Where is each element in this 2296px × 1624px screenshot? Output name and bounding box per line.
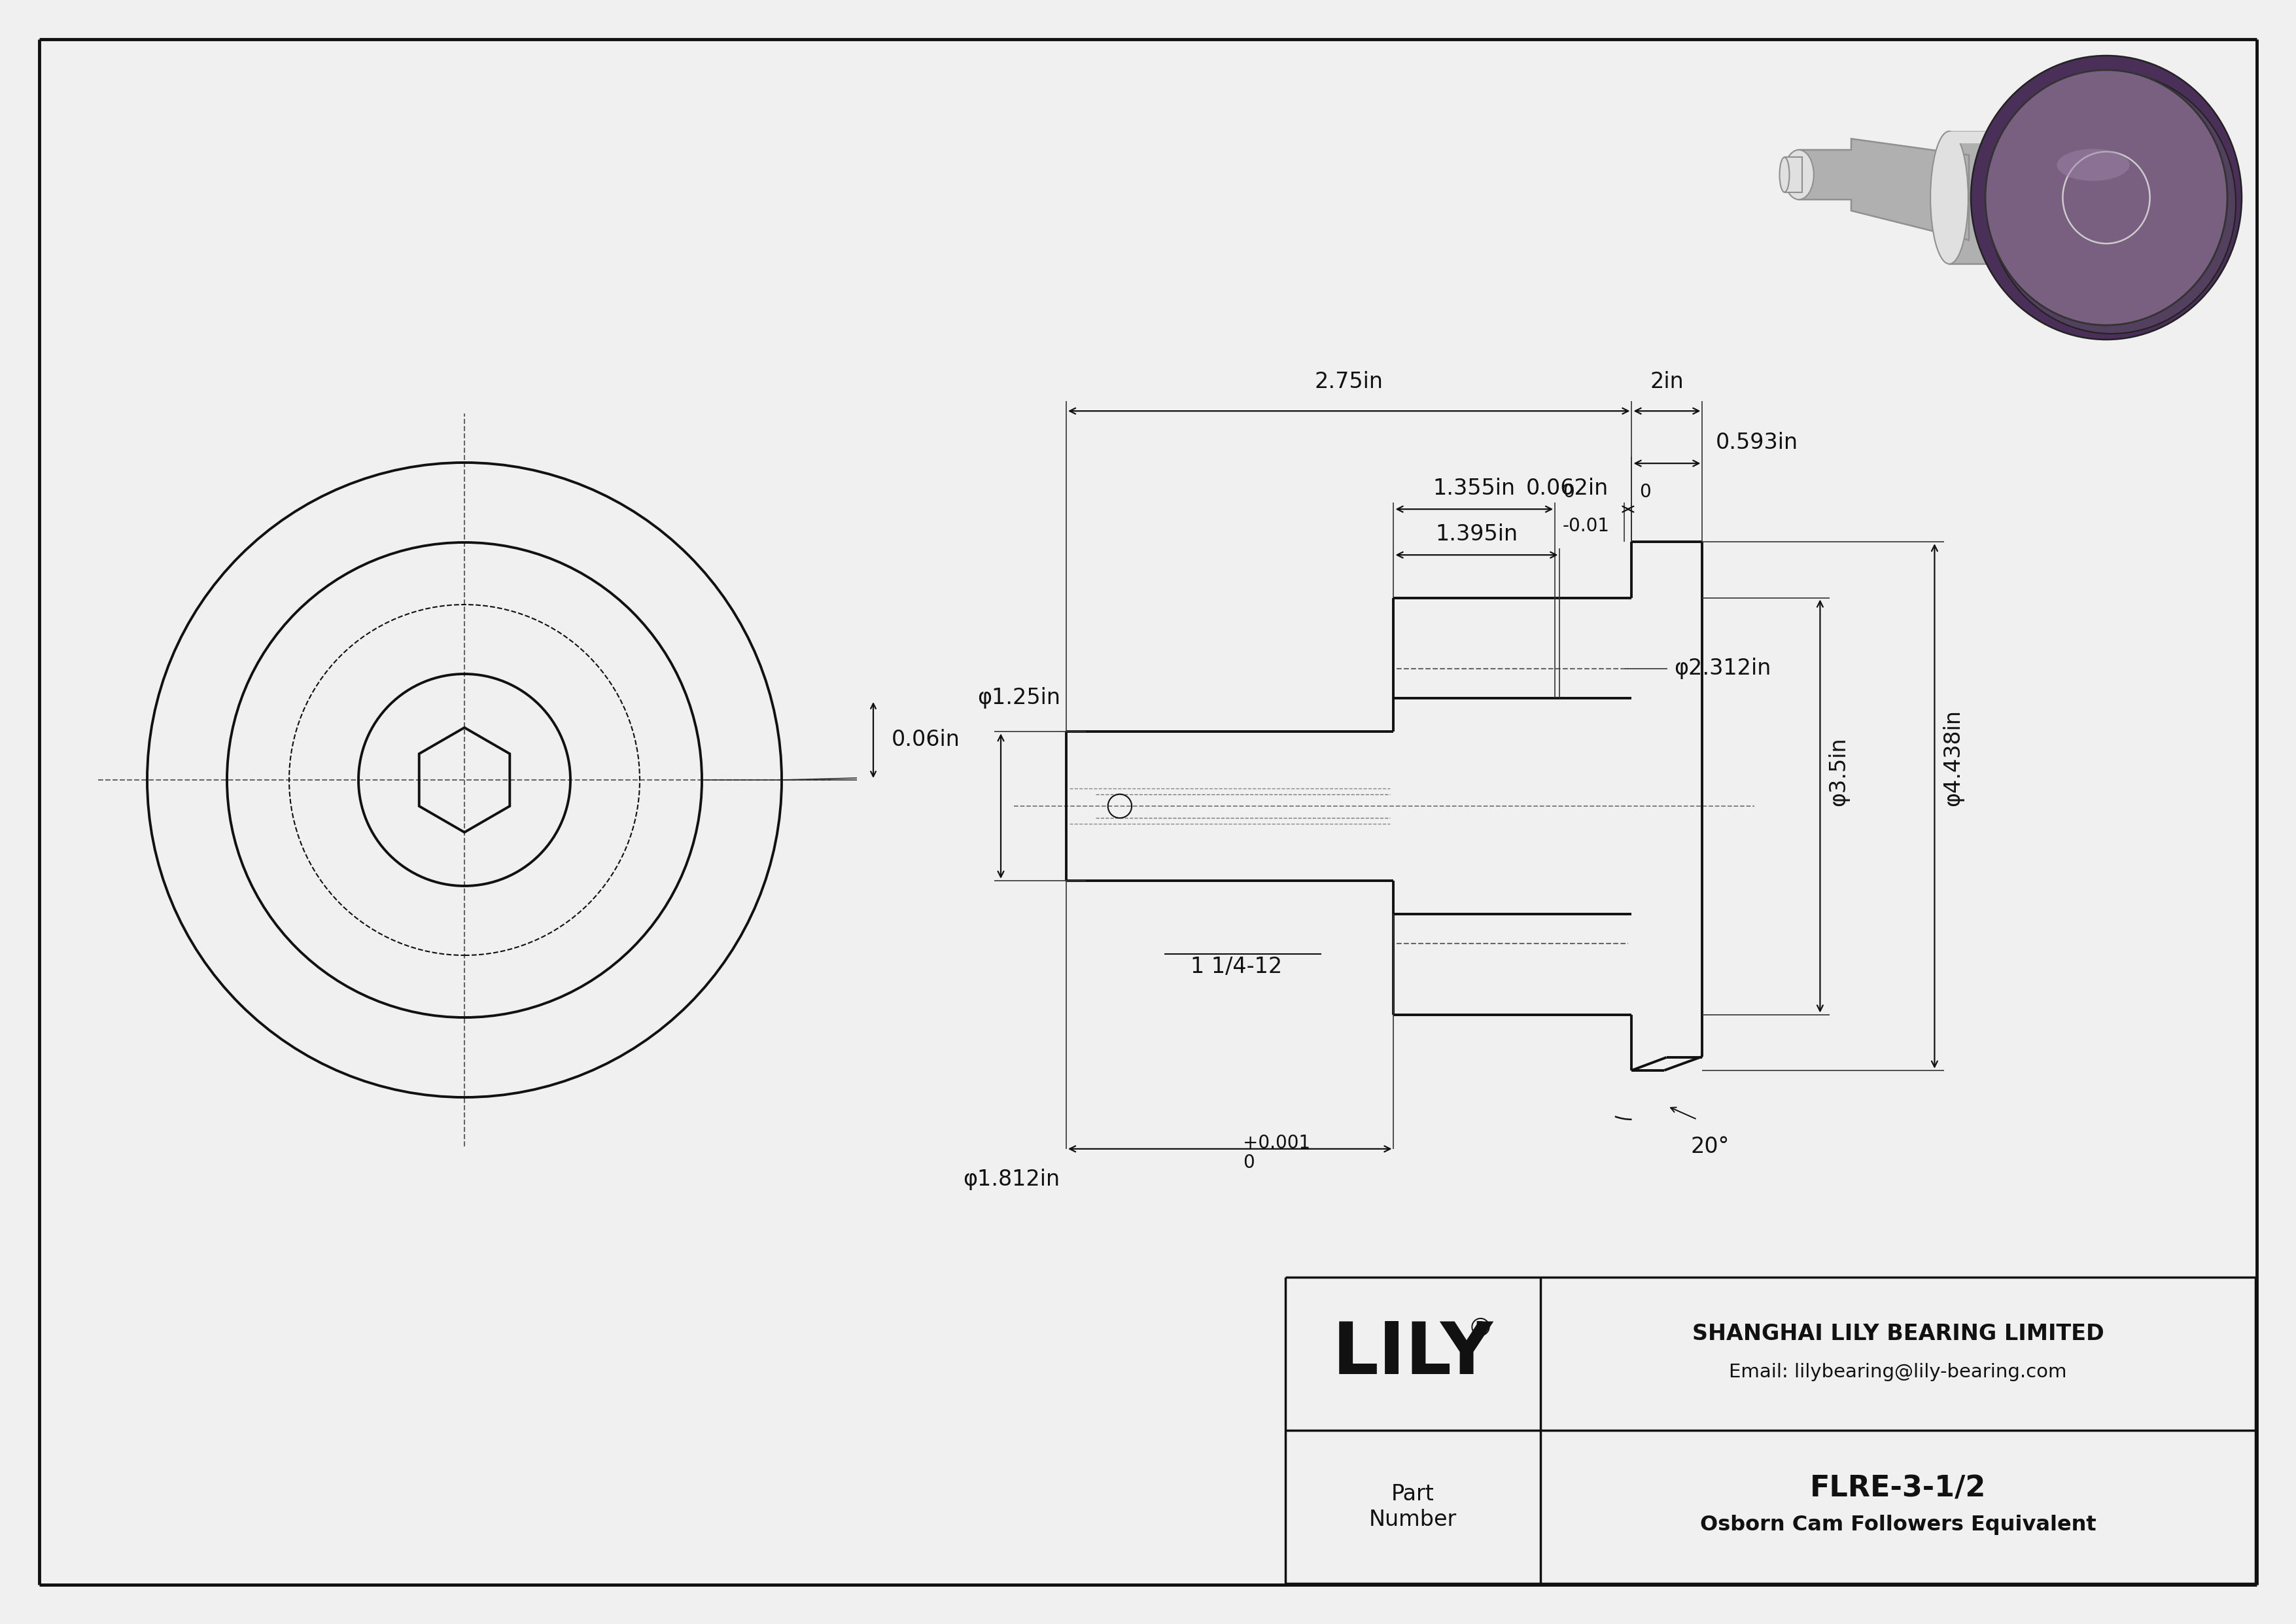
Text: SHANGHAI LILY BEARING LIMITED: SHANGHAI LILY BEARING LIMITED — [1692, 1324, 2103, 1345]
Text: 1.395in: 1.395in — [1435, 523, 1518, 546]
Text: 0: 0 — [1242, 1153, 1254, 1173]
Text: +0.001: +0.001 — [1242, 1134, 1311, 1151]
Text: φ4.438in: φ4.438in — [1942, 710, 1963, 806]
Polygon shape — [1949, 132, 2057, 143]
Text: ®: ® — [1467, 1317, 1492, 1341]
Ellipse shape — [1931, 132, 1968, 265]
Ellipse shape — [1970, 55, 2241, 339]
Ellipse shape — [1988, 71, 2236, 333]
Text: Part
Number: Part Number — [1368, 1484, 1458, 1530]
Text: -0.01: -0.01 — [1564, 516, 1609, 536]
Text: FLRE-3-1/2: FLRE-3-1/2 — [1809, 1475, 1986, 1502]
Text: 0.593in: 0.593in — [1715, 432, 1798, 453]
Text: 1 1/4-12: 1 1/4-12 — [1192, 957, 1283, 978]
Text: 2in: 2in — [1651, 372, 1683, 393]
Polygon shape — [1949, 132, 2057, 265]
Polygon shape — [1784, 158, 1802, 192]
Ellipse shape — [1986, 70, 2227, 325]
Text: 0: 0 — [1564, 482, 1575, 502]
Text: 20°: 20° — [1690, 1135, 1729, 1158]
Text: 0.062in: 0.062in — [1527, 477, 1609, 499]
Ellipse shape — [1779, 158, 1789, 192]
Text: Osborn Cam Followers Equivalent: Osborn Cam Followers Equivalent — [1699, 1515, 2096, 1535]
Text: Email: lilybearing@lily-bearing.com: Email: lilybearing@lily-bearing.com — [1729, 1363, 2066, 1382]
Text: 1.355in: 1.355in — [1433, 477, 1515, 499]
Text: φ1.25in: φ1.25in — [978, 687, 1061, 708]
Text: 2.75in: 2.75in — [1316, 372, 1382, 393]
Text: LILY: LILY — [1332, 1319, 1492, 1389]
Ellipse shape — [1784, 149, 1814, 200]
Ellipse shape — [2057, 149, 2128, 180]
Polygon shape — [1798, 138, 1970, 240]
Text: φ2.312in: φ2.312in — [1674, 658, 1770, 679]
Text: φ3.5in: φ3.5in — [1828, 737, 1848, 806]
Text: 0.06in: 0.06in — [891, 729, 960, 750]
Text: φ1.812in: φ1.812in — [962, 1169, 1061, 1190]
Text: 0: 0 — [1639, 482, 1651, 502]
Polygon shape — [1995, 123, 2055, 271]
